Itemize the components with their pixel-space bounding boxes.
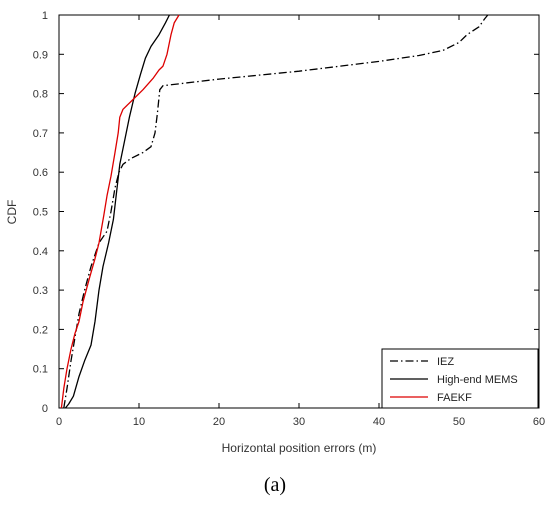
y-tick-label: 0 xyxy=(42,403,48,415)
x-tick-label: 40 xyxy=(373,416,385,428)
series-line-high-end-mems xyxy=(64,14,170,409)
x-tick-label: 10 xyxy=(133,416,145,428)
y-tick-label: 0.6 xyxy=(33,167,48,179)
x-tick-label: 60 xyxy=(533,416,545,428)
y-tick-label: 1 xyxy=(42,10,48,22)
x-tick-label: 0 xyxy=(56,416,62,428)
series-line-iez xyxy=(63,14,489,409)
y-tick-label: 0.3 xyxy=(33,285,48,297)
x-axis-title: Horizontal position errors (m) xyxy=(222,441,377,455)
legend-label: FAEKF xyxy=(437,392,472,404)
plot-area: 0 10 20 30 40 50 60 0 0.1 0.2 0.3 0.4 0.5 0.6 0.7 0.8 0.… xyxy=(33,10,545,428)
y-tick-label: 0.7 xyxy=(33,128,48,140)
y-tick-label: 0.9 xyxy=(33,49,48,61)
x-tick-label: 30 xyxy=(293,416,305,428)
legend-label: High-end MEMS xyxy=(437,374,518,386)
y-tick-label: 0.4 xyxy=(33,246,48,258)
y-tick-label: 0.8 xyxy=(33,89,48,101)
x-tick-label: 20 xyxy=(213,416,225,428)
y-tick-label: 0.1 xyxy=(33,364,48,376)
y-axis-title: CDF xyxy=(5,200,19,225)
y-tick-label: 0.5 xyxy=(33,207,48,219)
figure-caption: (a) xyxy=(264,474,286,496)
legend-label: IEZ xyxy=(437,356,454,368)
series-layer xyxy=(60,14,489,409)
y-tick-label: 0.2 xyxy=(33,324,48,336)
x-tick-label: 50 xyxy=(453,416,465,428)
legend: IEZ High-end MEMS FAEKF xyxy=(381,348,539,409)
series-line-faekf xyxy=(60,14,180,409)
